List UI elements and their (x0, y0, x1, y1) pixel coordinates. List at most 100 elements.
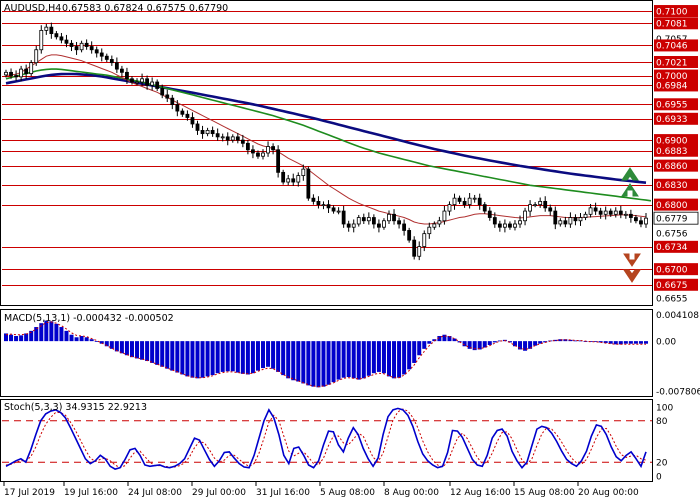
candle-body (225, 136, 230, 141)
time-tick-label: 15 Aug 08:00 (514, 488, 575, 498)
macd-bar (638, 341, 643, 344)
candle-body (220, 136, 225, 139)
stoch-signal-line (5, 408, 647, 469)
macd-bar (54, 323, 59, 342)
candle-body (331, 207, 336, 212)
candle-body (548, 207, 553, 212)
macd-tick-label: -0.007806 (656, 387, 700, 397)
macd-bar (316, 341, 321, 388)
candle-body (251, 149, 255, 154)
candle-body (502, 223, 507, 228)
candle-body (34, 49, 39, 64)
macd-bar (44, 320, 49, 342)
time-tick-label: 31 Jul 16:00 (256, 488, 310, 498)
macd-bar (492, 341, 497, 343)
macd-bar (160, 341, 165, 367)
macd-bar (452, 338, 457, 342)
macd-signal-line (5, 321, 646, 388)
macd-panel-frame (0, 309, 653, 397)
candles (4, 22, 648, 261)
candle-body (170, 97, 175, 106)
macd-bar (623, 341, 628, 344)
macd-bar (608, 341, 613, 344)
macd-bar (296, 341, 301, 382)
price-tick-label: 0.6675 (656, 281, 688, 291)
price-tick-label: 0.7021 (656, 58, 688, 68)
macd-bar (371, 341, 376, 374)
candle-body (618, 210, 623, 215)
candle-body (427, 226, 432, 235)
macd-bar (306, 341, 311, 386)
price-tick-label: 0.6860 (656, 162, 688, 172)
arrow-down-icon (623, 253, 641, 283)
stoch-main-line (5, 407, 647, 470)
time-tick-label: 5 Aug 08:00 (320, 488, 375, 498)
candle-body (175, 104, 180, 112)
candle-body (603, 210, 608, 215)
price-header: AUDUSD,H4 (4, 3, 61, 14)
macd-bar (124, 341, 129, 356)
macd-bar (321, 341, 326, 387)
macd-bar (432, 339, 437, 342)
candle-body (462, 200, 467, 206)
macd-tick-label: 0.004108 (656, 311, 699, 321)
macd-bar (593, 341, 598, 342)
candle-body (210, 130, 215, 135)
candle-body (508, 223, 512, 228)
candle-body (316, 200, 321, 206)
candle-body (306, 168, 311, 199)
candle-body (452, 197, 457, 206)
macd-bar (250, 341, 255, 374)
price-tick-label: 0.6655 (656, 294, 688, 304)
macd-bar (155, 341, 160, 365)
macd-bar (336, 341, 341, 380)
macd-bar (467, 341, 472, 349)
candle-body (583, 213, 588, 218)
candle-body (336, 210, 341, 213)
macd-bar (150, 341, 155, 363)
candle-body (276, 149, 281, 173)
moving-averages (5, 54, 652, 225)
price-tick-label: 0.7000 (656, 72, 688, 82)
macd-bar (422, 341, 427, 349)
macd-bar (533, 341, 538, 346)
macd-bar (24, 333, 29, 342)
candle-body (407, 230, 412, 241)
candle-body (538, 200, 543, 206)
candle-body (79, 42, 84, 51)
macd-bar (538, 341, 543, 344)
candle-body (215, 133, 220, 138)
macd-bar (588, 341, 593, 342)
macd-bar (482, 341, 487, 348)
candle-body (387, 213, 391, 222)
price-label-box (654, 39, 698, 52)
candle-body (140, 78, 144, 83)
candle-body (573, 217, 578, 222)
candle-body (351, 223, 356, 228)
price-label-box (654, 159, 698, 172)
price-header-values: 0.67583 0.67824 0.67575 0.67790 (62, 3, 228, 14)
arrow-up-icon (621, 167, 639, 197)
price-panel: AUDUSD,H4 0.67583 0.67824 0.67575 0.6779… (0, 0, 653, 306)
candle-body (513, 223, 517, 228)
macd-bar (543, 341, 548, 343)
candle-body (286, 178, 291, 183)
candle-body (99, 52, 104, 57)
candle-body (563, 220, 568, 225)
macd-bar (477, 341, 482, 350)
macd-bar (346, 341, 351, 378)
macd-bar (568, 339, 573, 342)
candle-body (432, 223, 437, 228)
macd-bar (286, 341, 291, 379)
candle-body (4, 71, 8, 76)
stoch-label: Stoch(5,3,3) 34.9315 22.9213 (4, 402, 147, 413)
candle-body (477, 197, 482, 206)
macd-bar (558, 339, 563, 342)
macd-bar (225, 341, 230, 372)
macd-bar (361, 341, 366, 379)
candle-body (326, 204, 331, 209)
candle-body (553, 210, 558, 225)
macd-bar (119, 341, 124, 354)
price-label-box (654, 178, 698, 191)
macd-bar (114, 341, 119, 352)
